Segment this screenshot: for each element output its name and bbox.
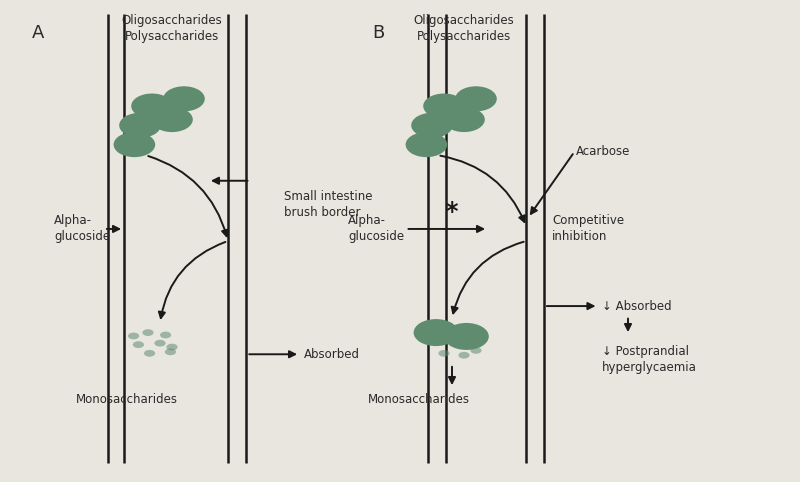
Text: Oligosaccharides
Polysaccharides: Oligosaccharides Polysaccharides [122,14,222,43]
Circle shape [131,94,173,119]
Text: Oligosaccharides
Polysaccharides: Oligosaccharides Polysaccharides [414,14,514,43]
Text: ↓ Absorbed: ↓ Absorbed [602,300,671,312]
Circle shape [438,350,450,357]
Circle shape [458,352,470,359]
Circle shape [165,348,176,355]
Circle shape [119,113,161,138]
Text: ↓ Postprandial
hyperglycaemia: ↓ Postprandial hyperglycaemia [602,345,697,374]
Circle shape [144,350,155,357]
Circle shape [163,86,205,111]
Circle shape [423,94,465,119]
Text: Acarbose: Acarbose [576,146,630,158]
Circle shape [443,107,485,132]
Circle shape [166,344,178,350]
Text: Alpha-
glucoside: Alpha- glucoside [54,214,110,243]
Circle shape [154,340,166,347]
Text: Monosaccharides: Monosaccharides [368,393,470,406]
Text: *: * [446,200,458,224]
Text: Absorbed: Absorbed [304,348,360,361]
Text: Competitive
inhibition: Competitive inhibition [552,214,624,243]
Circle shape [142,329,154,336]
Circle shape [455,86,497,111]
Circle shape [470,347,482,354]
Circle shape [133,341,144,348]
Text: Small intestine
brush border: Small intestine brush border [284,190,373,219]
Circle shape [411,113,453,138]
Circle shape [414,319,458,346]
Text: B: B [372,24,384,42]
Circle shape [444,323,489,350]
Text: A: A [32,24,44,42]
Circle shape [406,132,447,157]
Text: Monosaccharides: Monosaccharides [76,393,178,406]
Text: Alpha-
glucoside: Alpha- glucoside [348,214,404,243]
Circle shape [114,132,155,157]
Circle shape [151,107,193,132]
Circle shape [128,333,139,339]
Circle shape [160,332,171,338]
